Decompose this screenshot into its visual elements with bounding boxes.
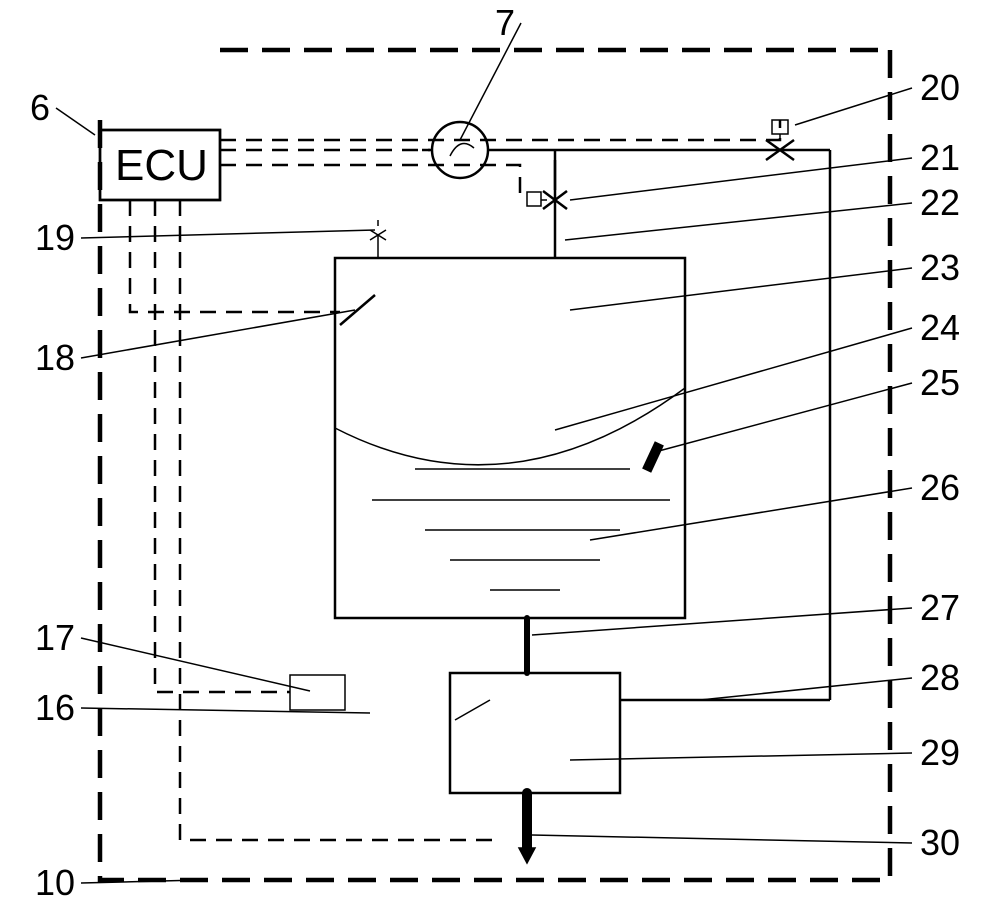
svg-text:27: 27 — [920, 587, 960, 628]
svg-text:24: 24 — [920, 307, 960, 348]
svg-text:23: 23 — [920, 247, 960, 288]
svg-text:26: 26 — [920, 467, 960, 508]
svg-text:19: 19 — [35, 217, 75, 258]
svg-text:10: 10 — [35, 862, 75, 903]
svg-text:30: 30 — [920, 822, 960, 863]
svg-text:22: 22 — [920, 182, 960, 223]
svg-text:18: 18 — [35, 337, 75, 378]
svg-text:6: 6 — [30, 87, 50, 128]
svg-text:20: 20 — [920, 67, 960, 108]
svg-text:21: 21 — [920, 137, 960, 178]
svg-text:7: 7 — [495, 2, 515, 43]
svg-text:16: 16 — [35, 687, 75, 728]
svg-text:28: 28 — [920, 657, 960, 698]
svg-text:17: 17 — [35, 617, 75, 658]
svg-text:29: 29 — [920, 732, 960, 773]
svg-text:ECU: ECU — [115, 141, 208, 190]
svg-text:25: 25 — [920, 362, 960, 403]
